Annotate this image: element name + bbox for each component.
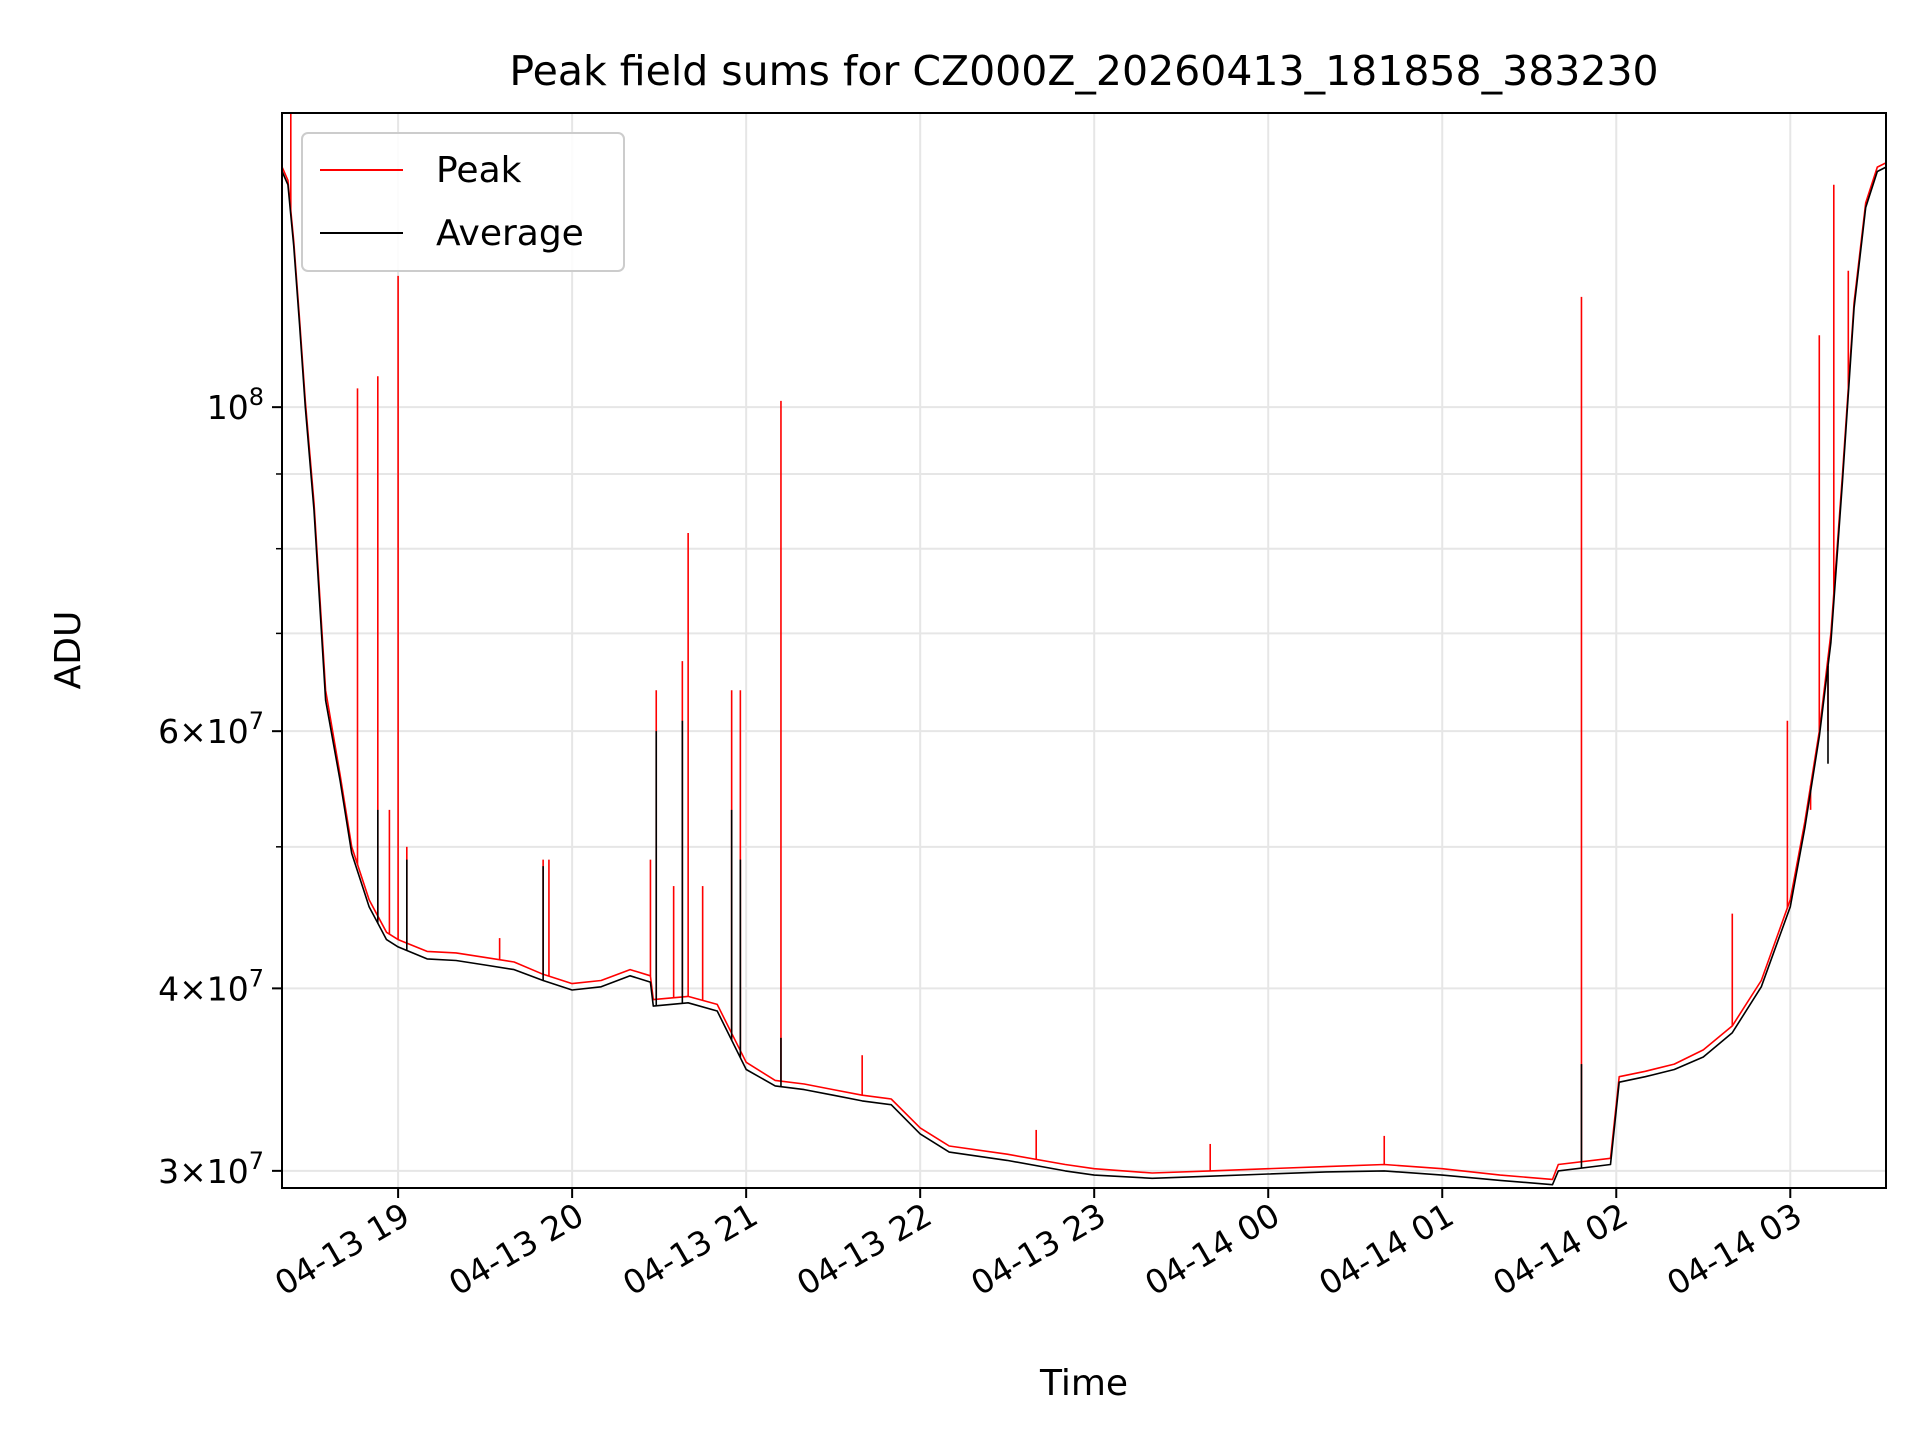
y-tick-label-base: 3×10 — [158, 1152, 249, 1191]
y-tick-label-exponent: 7 — [249, 707, 264, 735]
y-tick-label-exponent: 7 — [249, 964, 264, 992]
y-axis-label: ADU — [48, 611, 89, 690]
x-axis-label: Time — [1039, 1363, 1128, 1404]
y-tick-label-base: 4×10 — [158, 969, 249, 1008]
legend: Peak Average — [301, 132, 625, 272]
y-tick-label: 6×107 — [158, 707, 264, 751]
y-tick-label: 4×107 — [158, 964, 264, 1008]
series-line-average — [281, 166, 1887, 1186]
grid-layer — [282, 113, 1886, 1188]
y-tick-label-base: 10 — [207, 388, 249, 427]
chart-title: Peak field sums for CZ000Z_20260413_1818… — [509, 47, 1658, 95]
plot-frame — [281, 112, 1887, 1189]
y-tick-label-base: 6×10 — [158, 712, 249, 751]
legend-box — [301, 132, 625, 272]
series-line-peak — [281, 162, 1887, 1181]
y-tick-label: 3×107 — [158, 1147, 264, 1191]
y-tick-label-exponent: 7 — [249, 1147, 264, 1175]
y-tick-label-exponent: 8 — [249, 383, 264, 411]
series-layer — [281, 113, 1887, 1186]
y-tick-label: 108 — [207, 383, 264, 427]
legend-label: Average — [436, 213, 584, 254]
legend-label: Peak — [436, 150, 522, 191]
